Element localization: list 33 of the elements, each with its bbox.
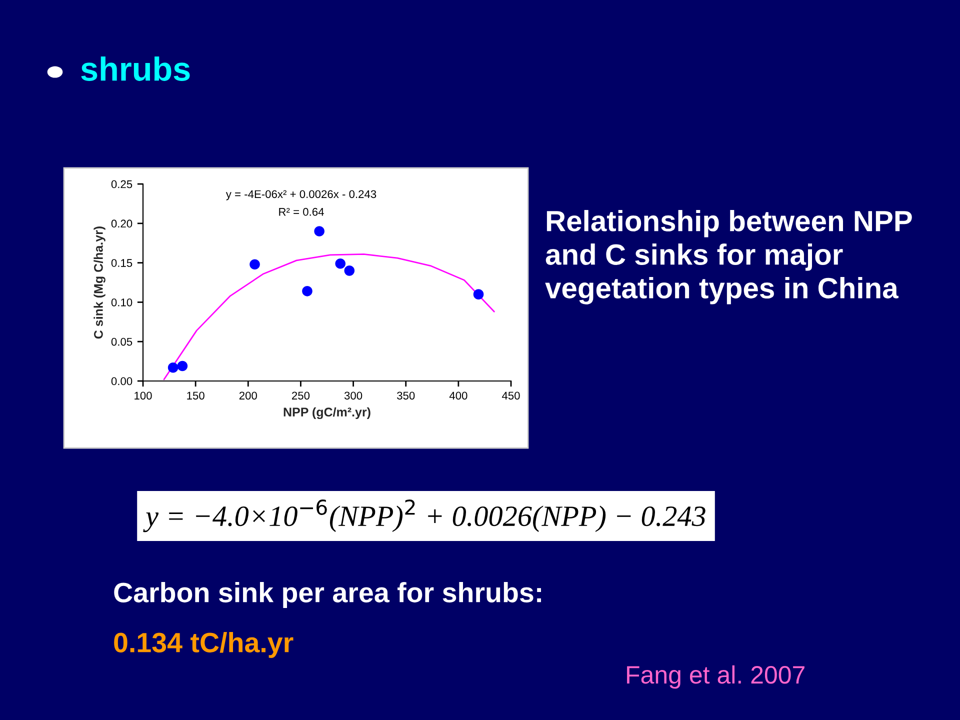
line-series [163, 253, 495, 380]
text: Carbon sink per area for shrubs: [114, 582, 541, 608]
text: 0.134 tC/ha.yr [114, 632, 294, 658]
x-axis-title: NPP (gC/m².yr) [284, 407, 370, 420]
y-tick-label: 0.05 [111, 338, 132, 346]
y-tick-label: 0.15 [111, 259, 132, 267]
x-tick-label: 400 [449, 392, 468, 400]
x-tick-label: 250 [292, 392, 310, 400]
point [177, 360, 188, 372]
x-tick-label: 200 [239, 392, 257, 400]
text: Relationship between NPP and C sinks for major vegetation types in China [545, 210, 912, 304]
point [314, 226, 324, 236]
annotation: R² = 0.64 [279, 208, 324, 216]
y-tick-label: 0.10 [111, 298, 132, 306]
x-tick-label: 150 [187, 392, 204, 400]
x-tick-label: 450 [502, 392, 520, 400]
y-tick-label: 0.25 [111, 180, 132, 188]
point [473, 289, 484, 300]
text: Fang et al. 2007 [627, 665, 804, 689]
point [250, 259, 260, 270]
point [335, 258, 346, 269]
x-tick-label: 100 [134, 392, 152, 400]
point [344, 266, 355, 276]
chart-title: shrubs [81, 56, 190, 81]
point [168, 362, 178, 373]
x-tick-label: 350 [397, 392, 415, 400]
point [302, 286, 312, 296]
x-tick-label: 300 [344, 392, 362, 400]
y-tick-label: 0.20 [111, 220, 132, 228]
annotation: y = -4E-06x² + 0.0026x - 0.243 [226, 190, 376, 200]
y-axis-title: C sink (Mg C/ha.yr) [94, 226, 106, 339]
text: y = −4.0×10$^{−6}$(NPP)$^{2}$ + 0.0026(NPP) − 0.243 [143, 500, 706, 532]
y-tick-label: 0.00 [111, 377, 132, 386]
